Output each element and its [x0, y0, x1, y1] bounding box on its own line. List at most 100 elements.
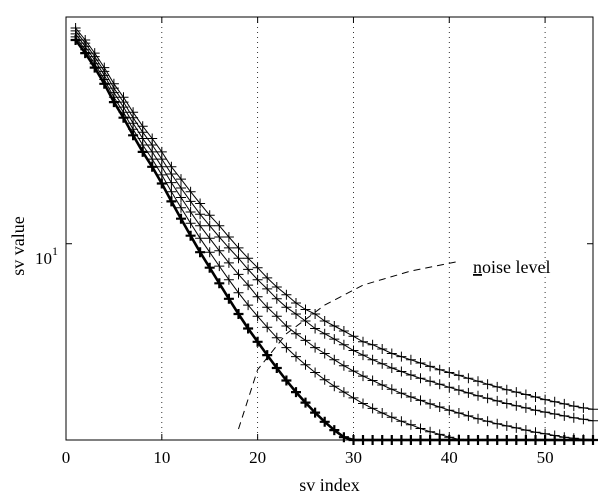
series-2-point-19	[243, 264, 254, 275]
series-3-point-48	[520, 425, 531, 436]
series-2-point-45	[492, 395, 503, 406]
series-3-point-27	[319, 348, 330, 359]
series-5-point-28	[329, 425, 340, 436]
series-1-point-25	[300, 304, 311, 315]
series-2-point-25	[300, 316, 311, 326]
series-3-point-17	[223, 257, 234, 268]
series-1-point-50	[540, 394, 551, 405]
series-2-point-48	[520, 402, 531, 413]
series-2-point-49	[530, 405, 541, 416]
series-3-point-20	[252, 291, 263, 302]
series-3-point-35	[396, 388, 407, 399]
series-2-point-35	[396, 366, 407, 377]
series-4-point-31	[358, 398, 368, 409]
series-3-point-14	[195, 220, 206, 231]
series-2-point-46	[501, 398, 512, 409]
noise-level-first-char: n	[473, 257, 482, 277]
series-3-point-31	[358, 371, 368, 382]
series-5-point-12	[176, 213, 186, 224]
series-4-point-30	[348, 392, 359, 403]
series-1-point-14	[195, 198, 206, 209]
series-4-point-19	[243, 300, 254, 311]
series-4	[70, 31, 598, 445]
series-1-point-13	[185, 186, 196, 197]
series-4-point-27	[319, 374, 330, 385]
series-2-point-38	[425, 376, 436, 387]
series-1-point-16	[214, 220, 225, 231]
series-4-point-37	[415, 423, 426, 434]
series-1-point-21	[262, 272, 273, 283]
series-1-point-23	[281, 289, 292, 300]
series-1-point-38	[425, 361, 436, 372]
series-1-point-39	[434, 364, 445, 375]
series-3-point-37	[415, 395, 426, 406]
series-1-point-18	[233, 242, 244, 253]
series-1-point-17	[223, 232, 234, 242]
series-4-point-11	[166, 186, 177, 197]
series-4-line	[75, 36, 593, 441]
series-3-point-41	[453, 408, 464, 418]
series-2-point-50	[540, 407, 551, 418]
series-2-point-43	[473, 390, 483, 401]
series-1-point-30	[348, 331, 359, 342]
series-1-point-35	[396, 351, 407, 362]
series-3-point-19	[243, 280, 254, 291]
series-3-point-45	[492, 418, 503, 429]
series-3-point-24	[291, 328, 301, 339]
series-4-point-36	[405, 419, 416, 430]
x-axis-label: sv index	[299, 475, 360, 495]
noise-level-annotation: noise level	[473, 257, 550, 277]
svg-text:noise level: noise level	[473, 257, 550, 277]
series-1-point-32	[367, 339, 378, 350]
series-2-point-37	[415, 373, 426, 384]
series-3-point-15	[204, 233, 215, 244]
series-3-point-46	[501, 420, 512, 431]
series-2-point-53	[568, 412, 579, 423]
series-5-point-26	[310, 407, 321, 418]
x-tick-label-0: 0	[62, 448, 71, 467]
series-2-point-52	[559, 410, 570, 421]
series-1-point-31	[358, 336, 368, 347]
series-1-point-41	[453, 370, 464, 381]
series-2-point-12	[176, 183, 186, 193]
series-5-point-7	[128, 130, 139, 141]
series-3-point-33	[377, 380, 388, 390]
series-2-point-20	[252, 274, 263, 285]
noise-level-rest: oise level	[482, 257, 550, 277]
x-tick-label-20: 20	[249, 448, 266, 467]
series-1-point-20	[252, 262, 263, 273]
x-tick-label-40: 40	[441, 448, 458, 467]
series-1-point-24	[291, 298, 301, 308]
series-1-point-33	[377, 344, 388, 354]
series-2-point-30	[348, 345, 359, 356]
series-4-point-34	[386, 412, 397, 423]
series-5-point-27	[319, 416, 330, 427]
series-4-point-22	[271, 332, 282, 343]
svg-text:101: 101	[35, 244, 58, 268]
series-4-point-29	[338, 387, 349, 398]
series-5-point-18	[233, 309, 244, 319]
series-4-point-10	[156, 169, 167, 180]
series-5-point-3	[89, 62, 100, 73]
series-2-point-36	[405, 370, 416, 380]
series-1-point-12	[176, 174, 186, 185]
series-5-point-9	[147, 161, 158, 172]
series-1-point-22	[271, 282, 282, 292]
series-2-point-22	[271, 293, 282, 304]
series-3-point-25	[300, 335, 311, 346]
series-4-point-28	[329, 381, 340, 392]
y-tick-exponent: 1	[52, 244, 58, 258]
series-2-point-29	[338, 339, 349, 350]
series-2-point-23	[281, 302, 292, 313]
series-3-point-16	[214, 245, 225, 256]
series-1-point-42	[463, 373, 474, 384]
series-5-point-6	[118, 112, 129, 123]
series-1-point-46	[501, 384, 512, 395]
series-1-point-45	[492, 381, 503, 392]
series-2-point-21	[262, 283, 273, 294]
series-3-point-36	[405, 392, 416, 402]
series-4-point-23	[281, 342, 292, 353]
series-2-point-18	[233, 253, 244, 264]
series-4-point-26	[310, 367, 321, 378]
